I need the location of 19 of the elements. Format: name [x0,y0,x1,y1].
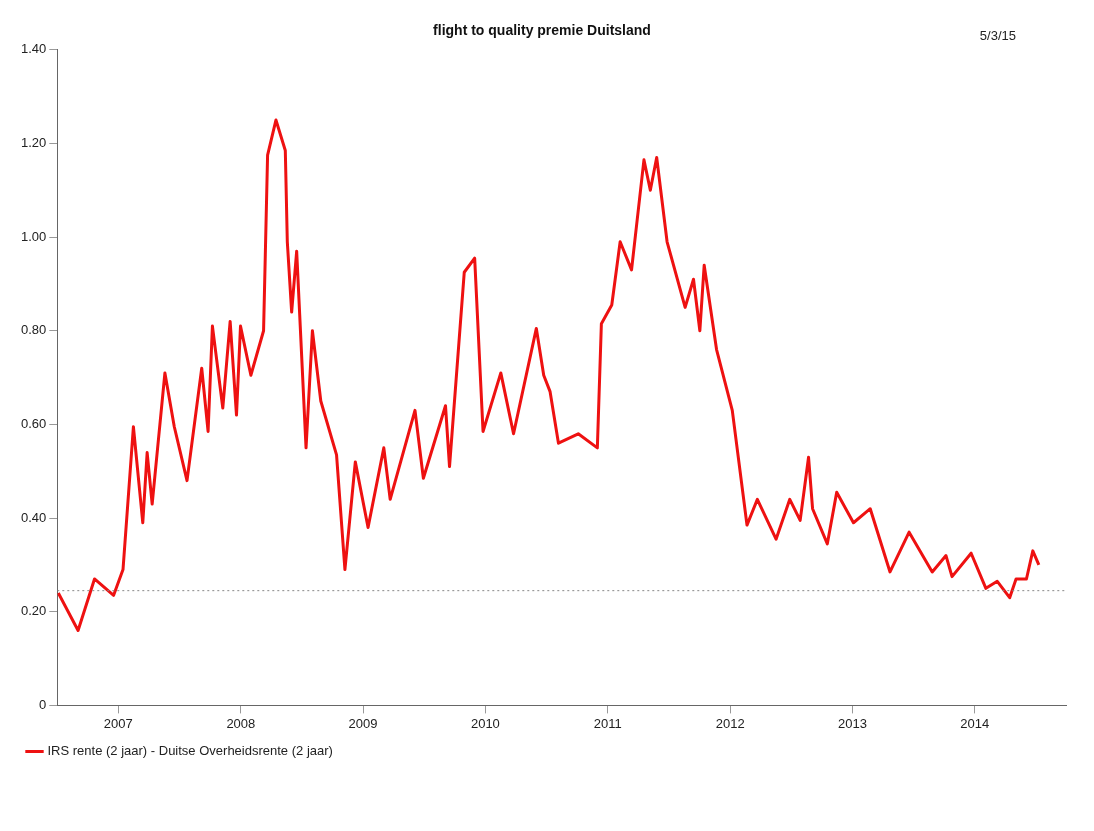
y-tick-label: 0 [39,696,47,712]
y-tick-label: 0.60 [20,416,47,432]
x-tick-label: 2013 [838,715,867,731]
y-tick-label: 1.20 [20,135,47,151]
x-tick-label: 2011 [593,715,622,731]
y-tick-label: 0.40 [20,509,47,525]
y-tick-label: 1.40 [20,41,47,57]
x-tick-label: 2012 [715,715,745,731]
x-tick-label: 2009 [348,715,378,731]
chart-title: flight to quality premie Duitsland [433,22,651,39]
x-tick-label: 2007 [103,715,133,731]
legend-label: IRS rente (2 jaar) - Duitse Overheidsrente (2 jaar) [47,743,333,759]
y-tick-label: 0.20 [20,603,47,619]
y-tick-label: 1.00 [20,228,47,244]
x-tick-label: 2014 [960,715,990,731]
x-tick-label: 2008 [226,715,256,731]
text: 5/3/15 [979,27,1016,43]
x-tick-label: 2010 [470,715,500,731]
y-tick-label: 0.80 [20,322,47,338]
